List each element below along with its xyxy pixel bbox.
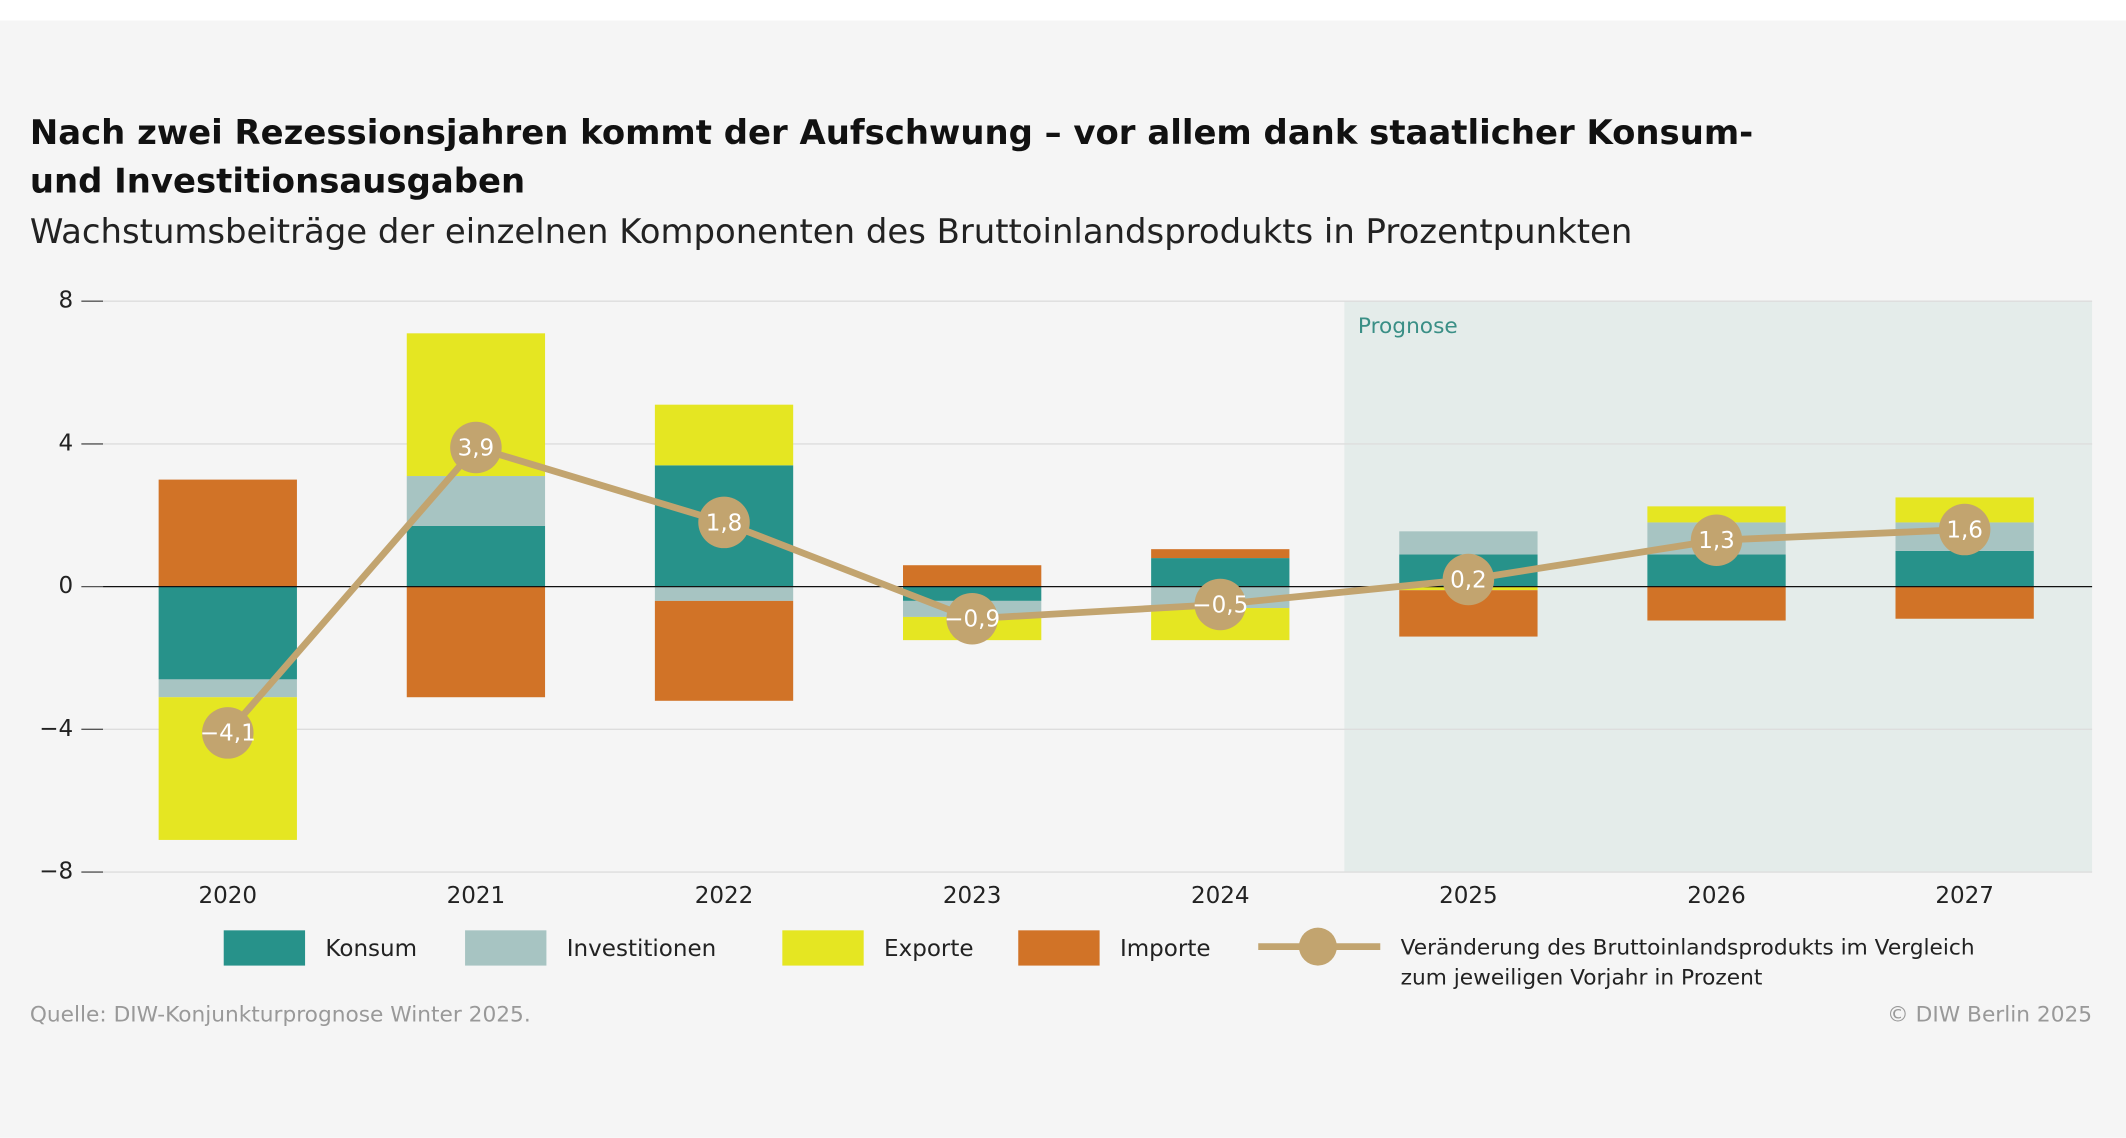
legend-swatch bbox=[223, 930, 306, 966]
data-label: −0,5 bbox=[1192, 592, 1248, 618]
data-label: 0,2 bbox=[1450, 567, 1487, 593]
bar-segment bbox=[1399, 531, 1538, 555]
bar-segment bbox=[654, 586, 794, 601]
bar-segment bbox=[1647, 586, 1786, 621]
line-marker bbox=[946, 592, 998, 645]
bar-segment bbox=[158, 586, 297, 680]
bar-segment bbox=[654, 404, 794, 466]
line-marker bbox=[202, 707, 254, 759]
x-tick-label: 2026 bbox=[1687, 883, 1746, 909]
legend-swatch bbox=[465, 930, 547, 966]
title-box: Nach zwei Rezessionsjahren kommt der Auf… bbox=[29, 112, 1754, 201]
legend-label: Veränderung des Bruttoinlandsprodukts im… bbox=[1400, 934, 1975, 990]
forecast-label: Prognose bbox=[1358, 314, 1458, 339]
legend-swatch bbox=[782, 930, 864, 966]
line-marker bbox=[698, 496, 750, 549]
x-tick-label: 2021 bbox=[447, 883, 506, 909]
data-label: 1,3 bbox=[1698, 528, 1735, 554]
bar-segment bbox=[1647, 506, 1786, 523]
x-tick-label: 2020 bbox=[198, 883, 257, 909]
x-tick-label: 2024 bbox=[1191, 883, 1250, 909]
data-label: −4,1 bbox=[200, 721, 256, 747]
line-marker bbox=[1938, 503, 1991, 556]
legend-label: Importe bbox=[1120, 936, 1211, 962]
x-tick-label: 2025 bbox=[1439, 883, 1498, 909]
line-marker bbox=[1690, 514, 1743, 567]
bar-segment bbox=[1895, 586, 2034, 619]
chart-title: Nach zwei Rezessionsjahren kommt der Auf… bbox=[29, 112, 1754, 201]
bar-segment bbox=[406, 525, 546, 587]
line-marker bbox=[450, 421, 502, 474]
bar-segment bbox=[158, 479, 297, 587]
chart-subtitle: Wachstumsbeiträge der einzelnen Komponen… bbox=[30, 212, 1633, 251]
bar-segment bbox=[406, 586, 546, 698]
line-marker bbox=[1442, 553, 1495, 606]
bar-segment bbox=[1895, 550, 2034, 587]
copyright: © DIW Berlin 2025 bbox=[1887, 1003, 2092, 1028]
y-tick-label: −8 bbox=[39, 859, 73, 885]
y-tick-label: 0 bbox=[59, 573, 74, 599]
y-tick-label: 4 bbox=[59, 430, 74, 456]
legend-label: Konsum bbox=[325, 936, 417, 962]
bar-segment bbox=[1151, 549, 1290, 559]
line-legend-box: Veränderung des Bruttoinlandsprodukts im… bbox=[1400, 934, 1975, 990]
line bbox=[225, 443, 1965, 736]
line-marker bbox=[1194, 578, 1247, 631]
data-label: 1,6 bbox=[1946, 517, 1983, 543]
x-tick-label: 2022 bbox=[695, 883, 754, 909]
legend-label: Exporte bbox=[884, 936, 974, 962]
source: Quelle: DIW-Konjunkturprognose Winter 20… bbox=[30, 1003, 531, 1028]
legend-label: Investitionen bbox=[567, 936, 717, 962]
data-label: 3,9 bbox=[458, 435, 495, 461]
y-tick-label: 8 bbox=[59, 288, 74, 314]
y-tick-label: −4 bbox=[39, 716, 73, 742]
bar-segment bbox=[654, 600, 794, 701]
legend-swatch bbox=[1018, 930, 1100, 966]
x-tick-label: 2027 bbox=[1935, 883, 1994, 909]
data-label: −0,9 bbox=[944, 607, 1000, 633]
data-label: 1,8 bbox=[706, 510, 743, 536]
bar-segment bbox=[903, 565, 1042, 587]
x-tick-label: 2023 bbox=[943, 883, 1002, 909]
legend-marker bbox=[1298, 927, 1337, 966]
